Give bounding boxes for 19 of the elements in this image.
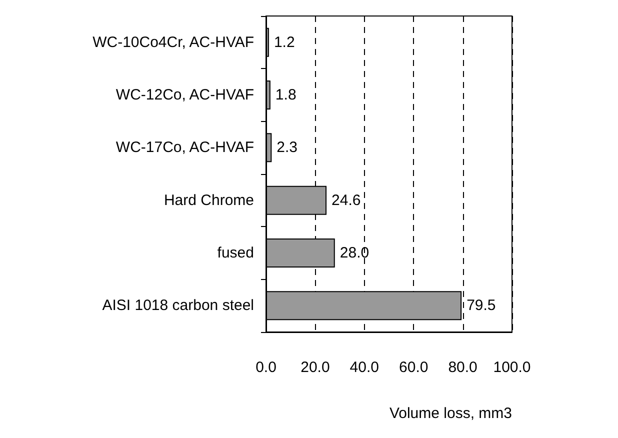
data-label: 2.3 — [276, 139, 298, 156]
x-tick-label: 40.0 — [350, 359, 379, 376]
data-label: 28.0 — [340, 244, 370, 262]
data-label: 1.2 — [274, 34, 295, 51]
x-axis-title: Volume loss, mm3 — [389, 405, 512, 422]
y-tick-label: AISI 1018 carbon steel — [102, 297, 254, 314]
data-label: 1.8 — [275, 86, 296, 104]
x-tick-label: 20.0 — [300, 359, 330, 376]
x-tick-label: 80.0 — [448, 359, 478, 376]
data-label: 79.5 — [466, 297, 496, 314]
y-tick-label: WC-12Co, AC-HVAF — [116, 86, 254, 104]
data-label: 24.6 — [332, 192, 361, 209]
y-tick-label: WC-17Co, AC-HVAF — [116, 139, 254, 156]
x-tick-label: 100.0 — [493, 359, 531, 376]
y-tick-label: Hard Chrome — [164, 192, 254, 209]
x-tick-label: 0.0 — [256, 359, 276, 376]
y-tick-label: fused — [217, 244, 254, 262]
y-tick-label: WC-10Co4Cr, AC-HVAF — [92, 34, 254, 51]
x-tick-label: 60.0 — [399, 359, 428, 376]
